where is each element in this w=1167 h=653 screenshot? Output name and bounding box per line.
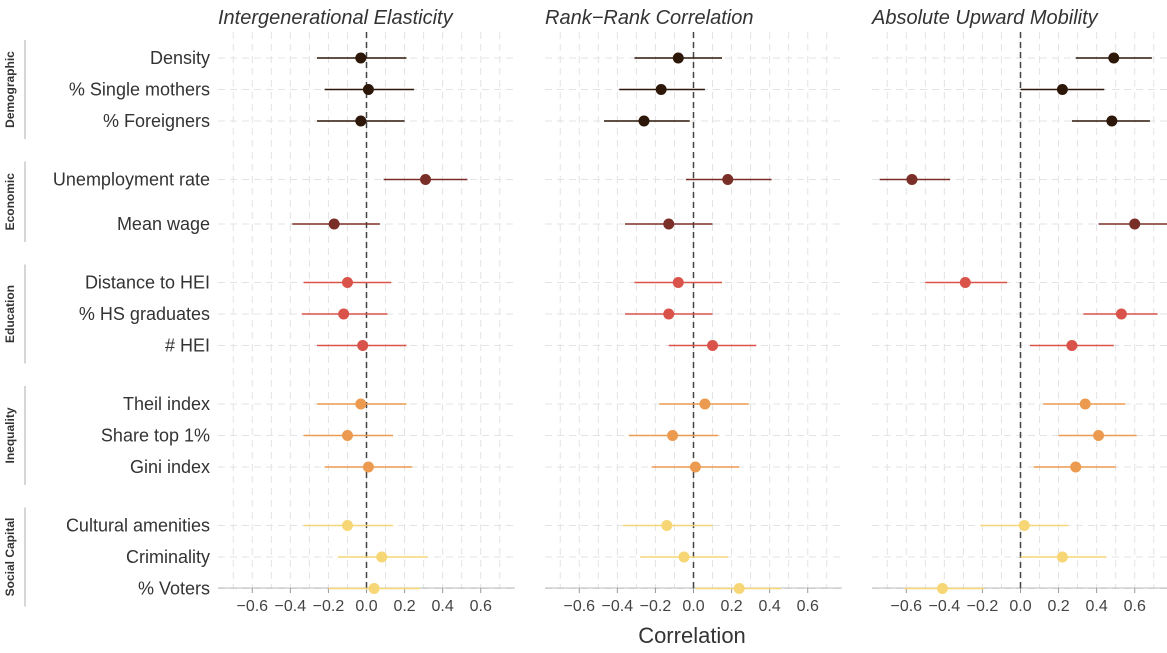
- estimate-point: [672, 52, 684, 64]
- estimate-point: [420, 174, 432, 185]
- estimate-point: [1070, 461, 1082, 473]
- group-label: Social Capital: [3, 518, 17, 597]
- x-tick-label: 0.4: [432, 598, 454, 615]
- group-label: Inequality: [3, 407, 17, 463]
- grid-layer: [218, 32, 1167, 589]
- estimate-point: [1056, 551, 1068, 563]
- estimate-point: [722, 174, 734, 185]
- x-tick-label: 0.6: [797, 598, 819, 615]
- estimate-point: [338, 308, 350, 320]
- estimate-point: [1018, 520, 1030, 531]
- estimate-point: [341, 277, 353, 288]
- estimate-point: [1108, 52, 1120, 64]
- row-label: % Single mothers: [69, 80, 210, 100]
- estimate-point: [341, 430, 353, 441]
- row-label: # HEI: [165, 336, 210, 356]
- estimate-point: [1093, 430, 1105, 441]
- estimate-point: [638, 115, 650, 127]
- estimate-point: [959, 277, 971, 288]
- row-label: Density: [150, 48, 210, 68]
- estimate-point: [328, 218, 340, 230]
- estimate-point: [1079, 398, 1091, 410]
- row-label: Share top 1%: [101, 426, 210, 446]
- x-tick-label: −0.2: [313, 598, 345, 615]
- x-axis-title: Correlation: [638, 623, 746, 648]
- row-label: % Voters: [138, 579, 210, 599]
- row-label: Mean wage: [117, 214, 210, 234]
- x-tick-label: 0.0: [682, 598, 704, 615]
- x-tick-label: 0.4: [1086, 598, 1108, 615]
- group-label: Education: [3, 285, 17, 343]
- estimate-point: [678, 551, 690, 563]
- estimate-point: [355, 398, 367, 410]
- x-tick-label: −0.2: [640, 598, 672, 615]
- estimate-point: [663, 218, 675, 230]
- data-layer: [292, 52, 1167, 594]
- estimate-point: [362, 84, 374, 95]
- x-tick-label: 0.6: [1124, 598, 1146, 615]
- estimate-point: [906, 174, 918, 185]
- x-tick-label: 0.2: [393, 598, 415, 615]
- estimate-point: [355, 52, 367, 64]
- estimate-point: [667, 430, 679, 441]
- group-label: Demographic: [3, 51, 17, 128]
- labels-layer: Intergenerational Elasticity Rank−Rank Co…: [3, 7, 1099, 599]
- x-tick-label: −0.4: [602, 598, 634, 615]
- x-tick-label: 0.0: [355, 598, 377, 615]
- estimate-point: [661, 520, 673, 531]
- estimate-point: [1129, 218, 1141, 230]
- panel-title: Absolute Upward Mobility: [871, 7, 1099, 29]
- estimate-point: [355, 115, 367, 127]
- estimate-point: [733, 583, 745, 594]
- row-label: Gini index: [130, 457, 210, 477]
- estimate-point: [1066, 340, 1078, 351]
- x-tick-label: −0.4: [929, 598, 961, 615]
- x-tick-label: 0.6: [470, 598, 492, 615]
- estimate-point: [1115, 308, 1127, 320]
- estimate-point: [357, 340, 369, 351]
- estimate-point: [663, 308, 675, 320]
- estimate-point: [655, 84, 667, 95]
- x-tick-label: −0.6: [890, 598, 922, 615]
- row-label: Criminality: [126, 547, 210, 567]
- estimate-point: [699, 398, 711, 410]
- x-tick-label: 0.2: [1047, 598, 1069, 615]
- estimate-point: [376, 551, 388, 563]
- estimate-point: [1106, 115, 1118, 127]
- x-tick-label: 0.4: [759, 598, 781, 615]
- x-tick-label: −0.6: [563, 598, 595, 615]
- estimate-point: [689, 461, 701, 473]
- row-label: Distance to HEI: [85, 273, 210, 293]
- estimate-point: [362, 461, 374, 473]
- group-label: Economic: [3, 173, 17, 231]
- x-tick-label: −0.6: [236, 598, 268, 615]
- row-label: % HS graduates: [79, 304, 210, 324]
- row-label: % Foreigners: [103, 111, 210, 131]
- estimate-point: [368, 583, 380, 594]
- x-tick-label: −0.4: [275, 598, 307, 615]
- estimate-point: [707, 340, 719, 351]
- axes-layer: −0.6 −0.4 −0.2 0.0 0.2 0.4 0.6 −0.6 −0.4 −0.2 0.0 0…: [24, 32, 1167, 615]
- panel-title: Intergenerational Elasticity: [218, 7, 454, 29]
- row-label: Cultural amenities: [66, 516, 210, 536]
- x-tick-label: 0.0: [1009, 598, 1031, 615]
- row-label: Theil index: [123, 394, 210, 414]
- x-tick-label: 0.2: [720, 598, 742, 615]
- estimate-point: [936, 583, 948, 594]
- row-label: Unemployment rate: [53, 170, 210, 190]
- panel-title: Rank−Rank Correlation: [545, 7, 753, 29]
- x-tick-label: −0.2: [967, 598, 999, 615]
- estimate-point: [672, 277, 684, 288]
- estimate-point: [1056, 84, 1068, 95]
- estimate-point: [341, 520, 353, 531]
